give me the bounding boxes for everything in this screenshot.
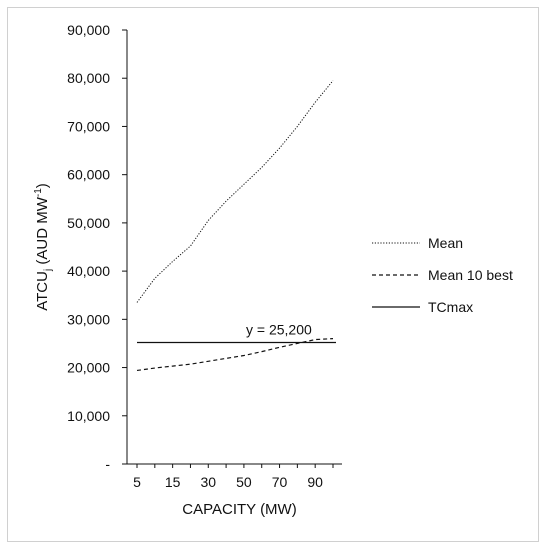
y-tick-label: 40,000 <box>67 263 110 279</box>
legend: Mean Mean 10 best TCmax <box>372 235 513 315</box>
chart-frame <box>7 7 539 542</box>
series-group <box>136 80 336 372</box>
x-tick-label: 5 <box>133 474 141 490</box>
y-tick-label: 60,000 <box>67 167 110 183</box>
y-tick-label: 70,000 <box>67 118 110 134</box>
legend-label: TCmax <box>428 299 473 315</box>
y-axis-title-unit: (AUD MW <box>34 196 51 268</box>
series-line-mean <box>136 80 334 303</box>
y-tick-group: - 10,000 20,000 30,000 40,000 50,000 60,000 70,… <box>67 22 127 472</box>
x-tick-label: 70 <box>272 474 288 490</box>
y-tick-label: - <box>105 456 110 472</box>
y-axis-title-main: ATCU <box>34 271 51 311</box>
y-axis-title-sup: -1 <box>33 188 44 197</box>
legend-label: Mean 10 best <box>428 267 513 283</box>
y-tick-label: 90,000 <box>67 22 110 38</box>
y-tick-label: 50,000 <box>67 215 110 231</box>
y-axis-title-close: ) <box>34 183 51 188</box>
x-tick-group: 5 15 30 50 70 90 <box>133 464 334 490</box>
x-tick-label: 50 <box>236 474 252 490</box>
y-tick-label: 20,000 <box>67 360 110 376</box>
legend-label: Mean <box>428 235 463 251</box>
y-axis-title-sub: j <box>43 269 54 272</box>
y-axis-title: ATCUj (AUD MW-1) <box>33 183 54 311</box>
x-tick-label: 90 <box>307 474 323 490</box>
annotation-label: y = 25,200 <box>246 321 312 337</box>
plot-area: - 10,000 20,000 30,000 40,000 50,000 60,000 70,… <box>67 22 342 490</box>
x-tick-label: 15 <box>165 474 181 490</box>
x-tick-label: 30 <box>200 474 216 490</box>
y-tick-label: 80,000 <box>67 70 110 86</box>
series-line-mean-10-best <box>136 338 334 372</box>
y-tick-label: 30,000 <box>67 311 110 327</box>
y-tick-label: 10,000 <box>67 408 110 424</box>
x-axis-title: CAPACITY (MW) <box>182 501 296 518</box>
